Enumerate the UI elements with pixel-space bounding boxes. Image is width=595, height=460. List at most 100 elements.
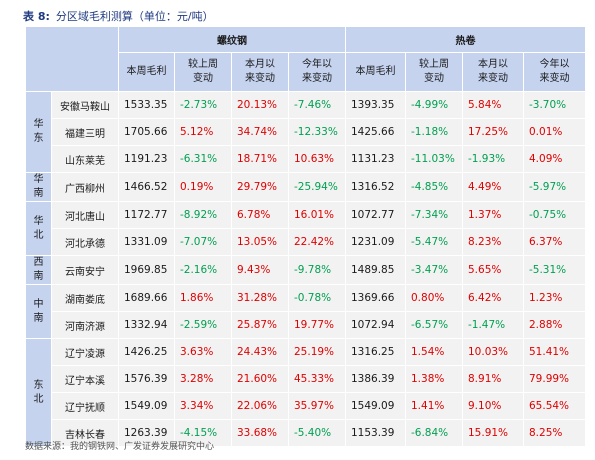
cell-value: 3.63%	[174, 338, 232, 366]
region-cell: 中南	[25, 284, 52, 339]
cell-value: 1331.09	[118, 228, 175, 256]
cell-value: 0.01%	[523, 118, 586, 146]
table-number: 表 8:	[23, 10, 50, 23]
cell-value: 1689.66	[118, 284, 175, 312]
plant-name: 湖南娄底	[51, 284, 119, 312]
cell-value: 79.99%	[523, 365, 586, 393]
cell-value: 15.91%	[462, 419, 524, 447]
cell-value: 21.60%	[231, 365, 289, 393]
cell-value: 5.65%	[462, 255, 524, 285]
cell-value: 22.42%	[288, 228, 346, 256]
plant-name: 山东莱芜	[51, 145, 119, 173]
cell-value: 20.13%	[231, 91, 289, 119]
table-row: 西南 云南安宁 1969.85 -2.16% 9.43% -9.78% 1489…	[25, 255, 586, 285]
data-source-note: 数据来源：我的钢铁网、广发证券发展研究中心	[25, 442, 215, 452]
table-row: 华南 广西柳州 1466.52 0.19% 29.79% -25.94% 131…	[25, 172, 586, 202]
cell-value: 1466.52	[118, 172, 175, 202]
table-row: 中南 湖南娄底 1689.66 1.86% 31.28% -0.78% 1369…	[25, 284, 586, 339]
margin-table: 螺纹钢 热卷 本周毛利 较上周 变动 本月以 来变动 今年以 来变动 本周毛利 较上周…	[25, 26, 586, 447]
cell-value: 9.10%	[462, 392, 524, 420]
cell-value: 10.63%	[288, 145, 346, 173]
cell-value: 1072.94	[345, 311, 406, 339]
cell-value: 4.09%	[523, 145, 586, 173]
cell-value: 1549.09	[345, 392, 406, 420]
table-row: 东北 辽宁凌源 1426.25 3.63% 24.43% 25.19% 1316…	[25, 338, 586, 447]
cell-value: 1191.23	[118, 145, 175, 173]
cell-value: -12.33%	[288, 118, 346, 146]
cell-value: 5.84%	[462, 91, 524, 119]
cell-value: 1.41%	[405, 392, 463, 420]
table-row: 福建三明 1705.66 5.12% 34.74% -12.33% 1425.6…	[26, 118, 586, 146]
cell-value: 22.06%	[231, 392, 289, 420]
cell-value: -7.46%	[288, 91, 346, 119]
cell-value: 1576.39	[118, 365, 175, 393]
cell-value: -3.70%	[523, 91, 586, 119]
cell-value: 1969.85	[118, 255, 175, 285]
cell-value: 1386.39	[345, 365, 406, 393]
cell-value: 1231.09	[345, 228, 406, 256]
cell-value: -4.85%	[405, 172, 463, 202]
cell-value: 1332.94	[118, 311, 175, 339]
cell-value: 1072.77	[345, 201, 406, 229]
cell-value: 29.79%	[231, 172, 289, 202]
cell-value: -1.47%	[462, 311, 524, 339]
cell-value: -6.57%	[405, 311, 463, 339]
table-row: 河北承德 1331.09 -7.07% 13.05% 22.42% 1231.0…	[26, 228, 586, 256]
plant-name: 辽宁本溪	[51, 365, 119, 393]
cell-value: 8.91%	[462, 365, 524, 393]
plant-name: 云南安宁	[51, 255, 119, 285]
cell-value: 17.25%	[462, 118, 524, 146]
cell-value: 19.77%	[288, 311, 346, 339]
cell-value: 1369.66	[345, 284, 406, 312]
cell-value: -4.99%	[405, 91, 463, 119]
cell-value: 2.88%	[523, 311, 586, 339]
cell-value: 1705.66	[118, 118, 175, 146]
cell-value: -0.78%	[288, 284, 346, 312]
cell-value: -2.16%	[174, 255, 232, 285]
cell-value: 8.23%	[462, 228, 524, 256]
cell-value: -2.59%	[174, 311, 232, 339]
cell-value: 16.01%	[288, 201, 346, 229]
cell-value: -25.94%	[288, 172, 346, 202]
cell-value: 1533.35	[118, 91, 175, 119]
cell-value: 1153.39	[345, 419, 406, 447]
col-header-hrc-wow: 较上周 变动	[405, 52, 463, 92]
cell-value: 1316.52	[345, 172, 406, 202]
cell-value: -7.07%	[174, 228, 232, 256]
cell-value: -5.31%	[523, 255, 586, 285]
cell-value: 1425.66	[345, 118, 406, 146]
cell-value: 1.23%	[523, 284, 586, 312]
cell-value: 4.49%	[462, 172, 524, 202]
cell-value: 1549.09	[118, 392, 175, 420]
cell-value: 31.28%	[231, 284, 289, 312]
col-header-rebar-mtd: 本月以 来变动	[231, 52, 289, 92]
plant-name: 河南济源	[51, 311, 119, 339]
cell-value: -1.18%	[405, 118, 463, 146]
cell-value: 6.37%	[523, 228, 586, 256]
col-header-hrc-weekly: 本周毛利	[345, 52, 406, 92]
cell-value: 24.43%	[231, 338, 289, 366]
cell-value: 8.25%	[523, 419, 586, 447]
region-cell: 华南	[25, 172, 52, 202]
plant-name: 福建三明	[51, 118, 119, 146]
cell-value: 1426.25	[118, 338, 175, 366]
cell-value: 25.87%	[231, 311, 289, 339]
table-row: 吉林长春 1263.39 -4.15% 33.68% -5.40% 1153.3…	[26, 419, 586, 447]
plant-name: 广西柳州	[51, 172, 119, 202]
col-header-rebar-weekly: 本周毛利	[118, 52, 175, 92]
cell-value: -1.93%	[462, 145, 524, 173]
table-caption: 分区域毛利测算（单位：元/吨）	[55, 10, 214, 23]
cell-value: 10.03%	[462, 338, 524, 366]
cell-value: 33.68%	[231, 419, 289, 447]
cell-value: -4.15%	[174, 419, 232, 447]
header-corner	[25, 26, 119, 92]
cell-value: 1131.23	[345, 145, 406, 173]
cell-value: 1.86%	[174, 284, 232, 312]
cell-value: 18.71%	[231, 145, 289, 173]
cell-value: 25.19%	[288, 338, 346, 366]
cell-value: 6.78%	[231, 201, 289, 229]
region-cell: 东北	[25, 338, 52, 447]
cell-value: 3.28%	[174, 365, 232, 393]
region-cell: 华北	[25, 201, 52, 256]
cell-value: -5.47%	[405, 228, 463, 256]
